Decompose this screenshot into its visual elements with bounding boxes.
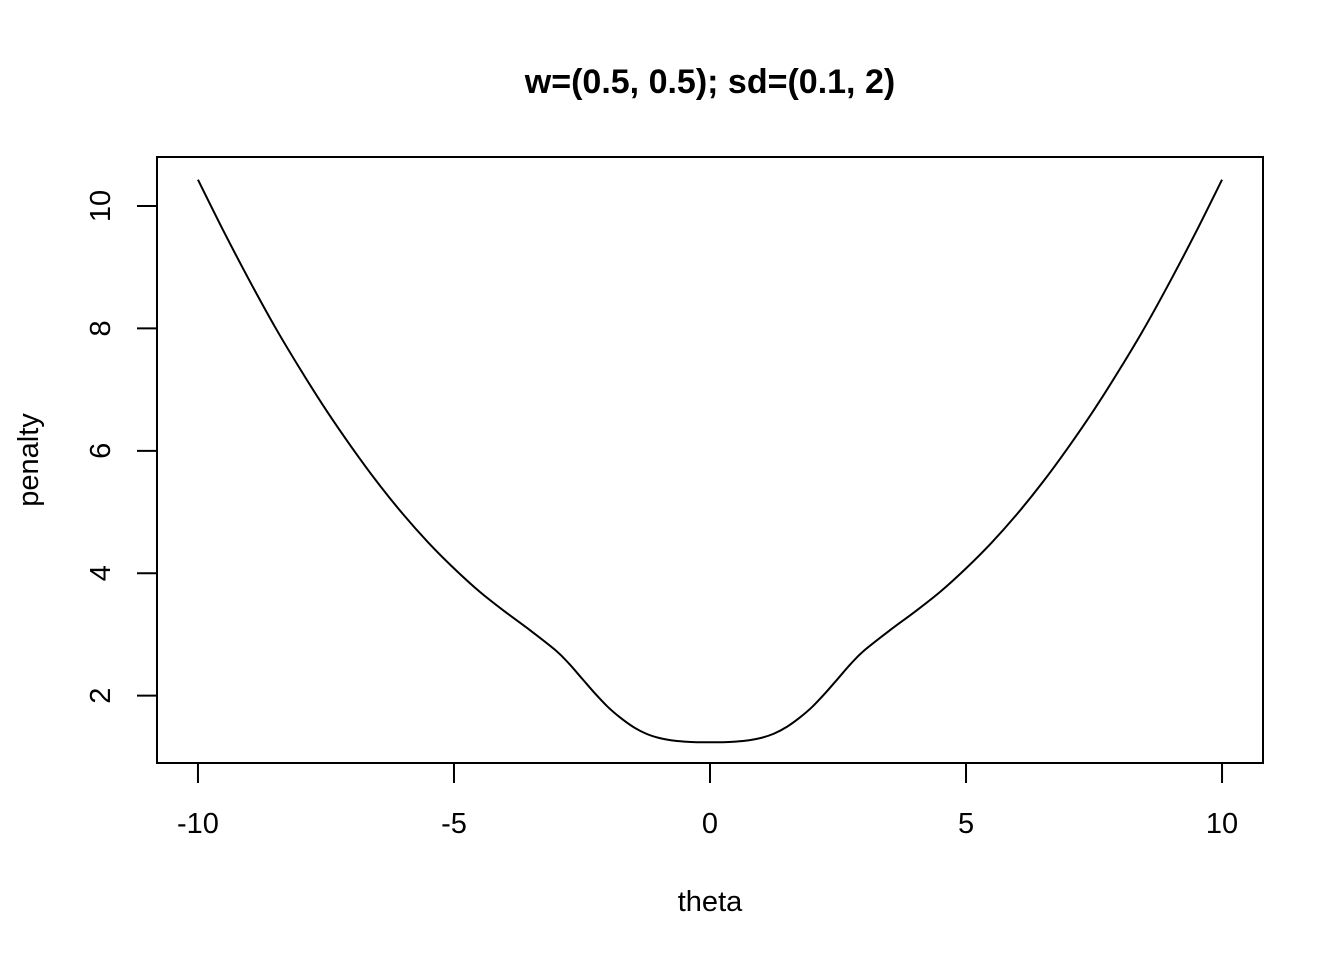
y-tick-label: 2: [85, 688, 117, 704]
y-tick-label: 6: [85, 443, 117, 459]
x-tick-label: 10: [1206, 808, 1238, 840]
y-axis-label: penalty: [13, 413, 45, 507]
x-axis: -10 -5 0 5 10: [177, 762, 1238, 840]
y-tick-label: 4: [85, 565, 117, 581]
x-tick-label: 0: [702, 808, 718, 840]
chart-title: w=(0.5, 0.5); sd=(0.1, 2): [524, 63, 895, 101]
x-tick-label: -10: [177, 808, 219, 840]
y-axis: 2 4 6 8 10: [85, 190, 158, 704]
y-tick-label: 10: [85, 190, 117, 222]
penalty-curve: [197, 179, 1223, 744]
y-tick-label: 8: [85, 320, 117, 336]
x-tick-label: 5: [958, 808, 974, 840]
x-tick-label: -5: [441, 808, 467, 840]
x-axis-label: theta: [678, 886, 743, 918]
plot-frame: [156, 156, 1264, 764]
